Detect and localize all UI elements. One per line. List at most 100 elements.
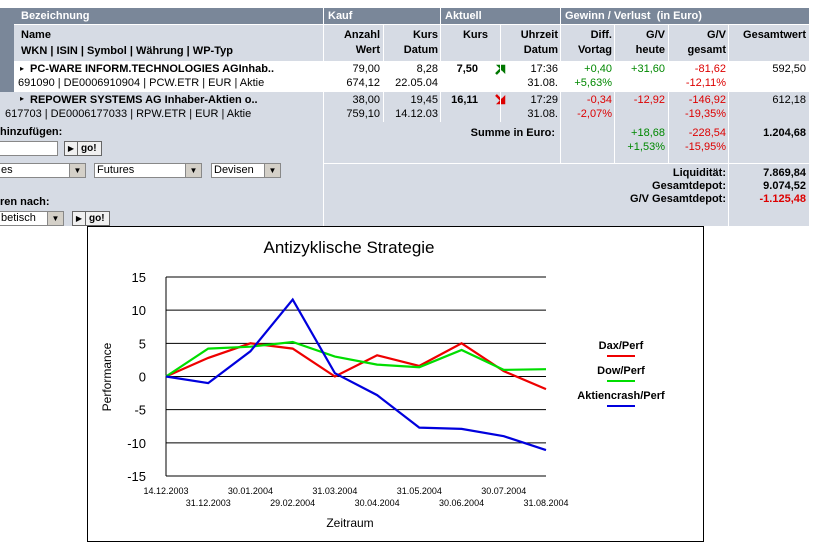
type-select-2[interactable]: Futures ▼ bbox=[94, 163, 202, 178]
col-gv-heute-header[interactable]: G/V bbox=[646, 29, 665, 41]
table-row[interactable] bbox=[14, 62, 809, 92]
y-tick-label: -15 bbox=[127, 469, 146, 484]
gesamtwert-value: 592,50 bbox=[772, 63, 806, 75]
x-tick-label: 29.02.2004 bbox=[270, 498, 315, 508]
x-tick-label: 31.05.2004 bbox=[397, 486, 442, 496]
x-tick-label: 31.08.2004 bbox=[523, 498, 568, 508]
column-divider bbox=[728, 25, 729, 226]
y-tick-label: 10 bbox=[132, 303, 146, 318]
chevron-down-icon[interactable]: ▼ bbox=[264, 164, 280, 177]
column-divider bbox=[560, 8, 561, 163]
x-tick-label: 31.03.2004 bbox=[312, 486, 357, 496]
col-anzahl-header[interactable]: Anzahl bbox=[343, 29, 380, 41]
kurs-value: 7,50 bbox=[456, 63, 478, 75]
chevron-down-icon[interactable]: ▼ bbox=[69, 164, 85, 177]
gv-gesamt-value: -146,92 bbox=[688, 94, 726, 106]
header-kauf[interactable]: Kauf bbox=[328, 10, 353, 22]
column-divider bbox=[323, 8, 324, 226]
diff-value: -0,34 bbox=[586, 94, 612, 106]
series-line-3 bbox=[165, 297, 547, 452]
x-axis-label: Zeitraum bbox=[326, 516, 373, 530]
col-kurs-kauf-header[interactable]: Kurs bbox=[412, 29, 438, 41]
uhrzeit-value: 17:36 bbox=[530, 63, 558, 75]
chevron-down-icon[interactable]: ▼ bbox=[185, 164, 201, 177]
series-line-1 bbox=[165, 342, 547, 391]
left-strip bbox=[0, 8, 14, 118]
column-divider bbox=[614, 25, 615, 163]
chevron-down-icon[interactable]: ▼ bbox=[47, 212, 63, 225]
trend-down-icon bbox=[494, 94, 506, 109]
column-divider bbox=[500, 25, 501, 122]
chart-lines bbox=[165, 297, 547, 452]
gv-gesamt-pct-value: -12,11% bbox=[685, 77, 726, 89]
header-bezeichnung[interactable]: Bezeichnung bbox=[21, 10, 90, 22]
diff-pct-value: +5,63% bbox=[574, 77, 612, 89]
chart-title: Antizyklische Strategie bbox=[263, 238, 434, 257]
y-axis-label: Performance bbox=[100, 342, 114, 411]
x-tick-label: 30.07.2004 bbox=[481, 486, 526, 496]
series-line-2 bbox=[165, 340, 547, 378]
go-button[interactable]: ▶ go! bbox=[72, 211, 110, 226]
col-gesamt-header: gesamt bbox=[687, 44, 726, 56]
x-tick-label: 30.01.2004 bbox=[228, 486, 273, 496]
col-uhrzeit-header[interactable]: Uhrzeit bbox=[520, 29, 558, 41]
col-gv-gesamt-header[interactable]: G/V bbox=[707, 29, 726, 41]
header-aktuell[interactable]: Aktuell bbox=[445, 10, 482, 22]
go-button[interactable]: ▶ go! bbox=[64, 141, 102, 156]
subheader-row bbox=[14, 25, 809, 61]
summary-gv-gesamt-pct: -15,95% bbox=[685, 141, 726, 153]
col-gesamtwert-header[interactable]: Gesamtwert bbox=[743, 29, 806, 41]
x-tick-label: 31.12.2003 bbox=[186, 498, 231, 508]
diff-pct-value: -2,07% bbox=[577, 108, 612, 120]
y-tick-labels: 15 10 5 0 -5 -10 -15 bbox=[127, 270, 146, 484]
kurs-kauf-value: 19,45 bbox=[410, 94, 438, 106]
type-select-1[interactable]: es ▼ bbox=[0, 163, 86, 178]
add-label: hinzufügen: bbox=[0, 126, 63, 138]
type-select-3[interactable]: Devisen ▼ bbox=[211, 163, 281, 178]
header-row bbox=[14, 8, 809, 24]
play-arrow-icon: ▶ bbox=[73, 212, 86, 225]
column-divider bbox=[383, 25, 384, 122]
legend-label: Dow/Perf bbox=[597, 365, 645, 377]
table-row[interactable] bbox=[0, 92, 809, 122]
x-tick-label: 30.06.2004 bbox=[439, 498, 484, 508]
column-divider bbox=[668, 25, 669, 163]
y-tick-label: -5 bbox=[134, 403, 146, 418]
gv-gesamt-value: -81,62 bbox=[694, 63, 726, 75]
datum-value: 31.08. bbox=[527, 108, 558, 120]
col-wert-header: Wert bbox=[355, 44, 380, 56]
expand-arrow-icon[interactable]: ▸ bbox=[20, 94, 25, 103]
datum-kauf-value: 22.05.04 bbox=[395, 77, 438, 89]
col-datum-kauf-header: Datum bbox=[403, 44, 438, 56]
column-divider bbox=[440, 8, 441, 122]
gv-gesamt-pct-value: -19,35% bbox=[685, 108, 726, 120]
chart-panel: Antizyklische Strategie 15 10 5 0 -5 -10 -15 1… bbox=[87, 226, 704, 542]
header-gewinn[interactable]: Gewinn / Verlust (in Euro) bbox=[565, 10, 702, 22]
col-diff-header[interactable]: Diff. bbox=[590, 29, 612, 41]
sort-select[interactable]: betisch ▼ bbox=[0, 211, 64, 226]
anzahl-value: 38,00 bbox=[352, 94, 380, 106]
stock-name[interactable]: REPOWER SYSTEMS AG Inhaber-Aktien o.. bbox=[30, 94, 258, 106]
play-arrow-icon: ▶ bbox=[65, 142, 78, 155]
summary-gesamtwert: 1.204,68 bbox=[763, 127, 806, 139]
legend-label: Dax/Perf bbox=[599, 340, 644, 352]
liquiditaet-value: 7.869,84 bbox=[763, 167, 806, 179]
col-wkn-header: WKN | ISIN | Symbol | Währung | WP-Typ bbox=[21, 45, 233, 57]
col-heute-header: heute bbox=[635, 44, 665, 56]
summary-gv-gesamt: -228,54 bbox=[688, 127, 726, 139]
chart-legend: Dax/Perf Dow/Perf Aktiencrash/Perf bbox=[577, 340, 665, 407]
legend-label: Aktiencrash/Perf bbox=[577, 390, 665, 402]
liquiditaet-label: Liquidität: bbox=[672, 167, 726, 179]
y-tick-label: 15 bbox=[132, 270, 146, 285]
add-input[interactable] bbox=[0, 141, 58, 156]
trend-up-icon bbox=[494, 63, 506, 78]
kurs-value: 16,11 bbox=[451, 94, 478, 106]
gv-heute-value: -12,92 bbox=[633, 94, 665, 106]
stock-name[interactable]: PC-WARE INFORM.TECHNOLOGIES AGInhab.. bbox=[30, 63, 275, 75]
gv-heute-value: +31,60 bbox=[631, 63, 665, 75]
expand-arrow-icon[interactable]: ▸ bbox=[20, 64, 25, 73]
gesamtdepot-label: Gesamtdepot: bbox=[652, 180, 726, 192]
col-name-header[interactable]: Name bbox=[21, 29, 51, 41]
portfolio-table: Bezeichnung Kauf Aktuell Gewinn / Verlus… bbox=[0, 0, 823, 226]
col-kurs-header[interactable]: Kurs bbox=[462, 29, 488, 41]
